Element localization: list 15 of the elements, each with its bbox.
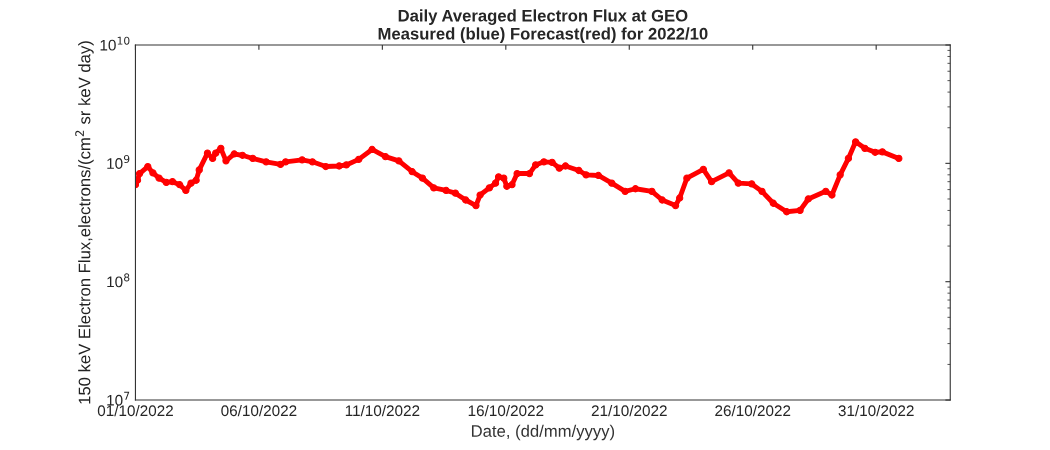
- x-tick-label: 31/10/2022: [838, 404, 914, 417]
- x-axis-title: Date, (dd/mm/yyyy): [471, 424, 615, 441]
- x-tick-label: 26/10/2022: [715, 404, 791, 417]
- y-tick-label: 10$^{7}$: [107, 391, 130, 406]
- x-tick-label: 16/10/2022: [468, 404, 544, 417]
- x-tick-label: 11/10/2022: [345, 404, 420, 417]
- y-tick-label: 10$^{10}$: [100, 36, 130, 51]
- x-tick-label: 01/10/2022: [97, 404, 173, 417]
- chart-subtitle: Measured (blue) Forecast(red) for 2022/10: [378, 27, 708, 43]
- y-tick-label: 10$^{9}$: [107, 154, 130, 169]
- y-axis-title: 150 keV Electron Flux,electrons/(cm$^{2}$ sr keV day): [75, 41, 94, 404]
- y-tick-label: 10$^{8}$: [107, 273, 130, 288]
- x-tick-label: 21/10/2022: [591, 404, 667, 417]
- chart-title: Daily Averaged Electron Flux at GEO: [398, 9, 688, 25]
- x-tick-label: 06/10/2022: [221, 404, 297, 417]
